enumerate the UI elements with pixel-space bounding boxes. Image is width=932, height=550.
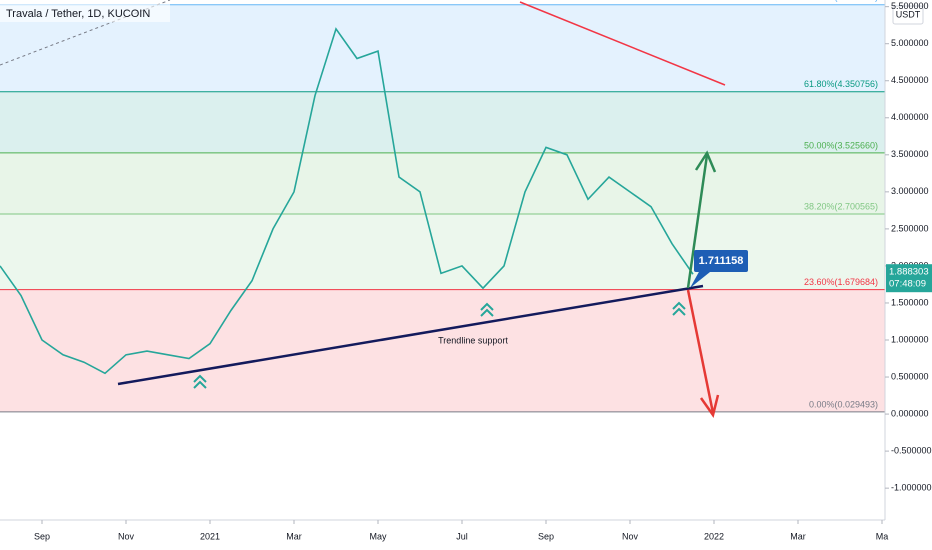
last-price: 1.888303 [889,267,929,278]
fib-band [0,289,885,412]
y-tick-label: 2.500000 [891,223,929,233]
callout-text: 1.711158 [699,255,744,267]
x-tick-label: Mar [790,531,806,541]
fib-label: 50.00%(3.525660) [804,140,878,150]
trendline-label: Trendline support [438,335,508,345]
price-line [0,27,694,375]
down-arrow-head [699,394,720,418]
y-tick-label: 3.500000 [891,149,929,159]
y-tick-label: 3.000000 [891,186,929,196]
callout-pointer [690,270,710,288]
x-tick-label: Nov [622,531,639,541]
title-bg [0,4,170,22]
countdown: 07:48:09 [889,279,926,290]
fib-band [0,214,885,290]
x-tick-label: 2021 [200,531,220,541]
down-arrow [686,289,715,414]
y-tick-label: 4.500000 [891,75,929,85]
chart-title: Travala / Tether, 1D, KUCOIN [6,8,150,20]
y-tick-label: 0.500000 [891,371,929,381]
last-price-box [886,264,932,293]
y-tick-label: 5.000000 [891,38,929,48]
fib-label: 23.60%(1.679684) [804,277,878,287]
y-tick-label: -1.000000 [891,483,932,493]
x-tick-label: May [369,531,387,541]
fib-label: 61.80%(4.350756) [804,79,878,89]
chevrons [193,301,686,389]
up-arrow-head [694,150,717,173]
x-tick-label: Ma [876,531,889,541]
y-tick-label: -0.500000 [891,445,932,455]
x-tick-label: Sep [538,531,554,541]
resistance-line [519,1,726,86]
up-arrow [686,154,709,289]
trendline [117,284,704,386]
fib-label: 78.60%(5.525486) [804,0,878,2]
fib-label: 0.00%(0.029493) [809,399,878,409]
currency-box [892,5,924,25]
y-tick-label: 5.500000 [891,1,929,11]
x-tick-label: 2022 [704,531,724,541]
y-tick-label: 1.000000 [891,334,929,344]
x-tick-label: Sep [34,531,50,541]
y-tick-label: 0.000000 [891,408,929,418]
fib-band [0,152,885,215]
x-tick-label: Jul [456,531,468,541]
fib-band [0,91,885,153]
x-tick-label: Mar [286,531,302,541]
x-tick-label: Nov [118,531,135,541]
fib-label: 38.20%(2.700565) [804,201,878,211]
currency: USDT [896,9,921,19]
callout-box [694,250,748,272]
y-tick-label: 4.000000 [891,112,929,122]
drawings: 1.711158 Trendline support [0,0,748,418]
y-tick-label: 1.500000 [891,297,929,307]
